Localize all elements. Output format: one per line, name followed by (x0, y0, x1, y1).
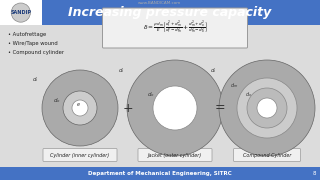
Text: Compound Cylinder: Compound Cylinder (243, 152, 291, 158)
Circle shape (153, 86, 197, 130)
Text: $d_o$: $d_o$ (245, 90, 252, 99)
Circle shape (42, 70, 118, 146)
Circle shape (63, 91, 97, 125)
Text: • Wire/Tape wound: • Wire/Tape wound (8, 41, 58, 46)
Text: • Autofrettage: • Autofrettage (8, 32, 46, 37)
Circle shape (257, 98, 277, 118)
Text: Department of Mechanical Engineering, SITRC: Department of Mechanical Engineering, SI… (88, 171, 232, 176)
Circle shape (11, 3, 30, 22)
Bar (0, 0, 42, 25)
FancyBboxPatch shape (234, 148, 300, 161)
FancyBboxPatch shape (102, 8, 247, 48)
Text: $d_o$: $d_o$ (53, 96, 61, 105)
Text: 8: 8 (313, 171, 316, 176)
Circle shape (127, 60, 223, 156)
Text: $d_m$: $d_m$ (230, 81, 238, 90)
Text: $d_o$: $d_o$ (147, 90, 155, 99)
Text: $e$: $e$ (76, 102, 80, 109)
Text: Jacket (outer cylinder): Jacket (outer cylinder) (148, 152, 202, 158)
Circle shape (72, 100, 88, 116)
Text: Cylinder (inner cylinder): Cylinder (inner cylinder) (51, 152, 109, 158)
Circle shape (237, 78, 297, 138)
FancyBboxPatch shape (138, 148, 212, 161)
Text: $d_i$: $d_i$ (211, 66, 217, 75)
Circle shape (219, 60, 315, 156)
Text: SANDIP: SANDIP (10, 10, 31, 15)
Circle shape (247, 88, 287, 128)
Text: Increasing pressure capacity: Increasing pressure capacity (68, 6, 272, 19)
Bar (0, 167, 320, 180)
Text: $\delta=\frac{\rho d_m}{E}\left[\frac{d_i^2+d_m^2}{d_i^2-d_m^2}+\frac{d_m^2+d_o^: $\delta=\frac{\rho d_m}{E}\left[\frac{d_… (142, 20, 207, 36)
Text: • Compound cylinder: • Compound cylinder (8, 50, 64, 55)
Text: +: + (123, 102, 133, 114)
Text: www.BANDICAM.com: www.BANDICAM.com (138, 1, 182, 6)
Text: $d_i$: $d_i$ (32, 75, 39, 84)
Text: =: = (215, 102, 225, 114)
FancyBboxPatch shape (43, 148, 117, 161)
Bar (0, 0, 320, 25)
Text: $d_i$: $d_i$ (118, 66, 125, 75)
